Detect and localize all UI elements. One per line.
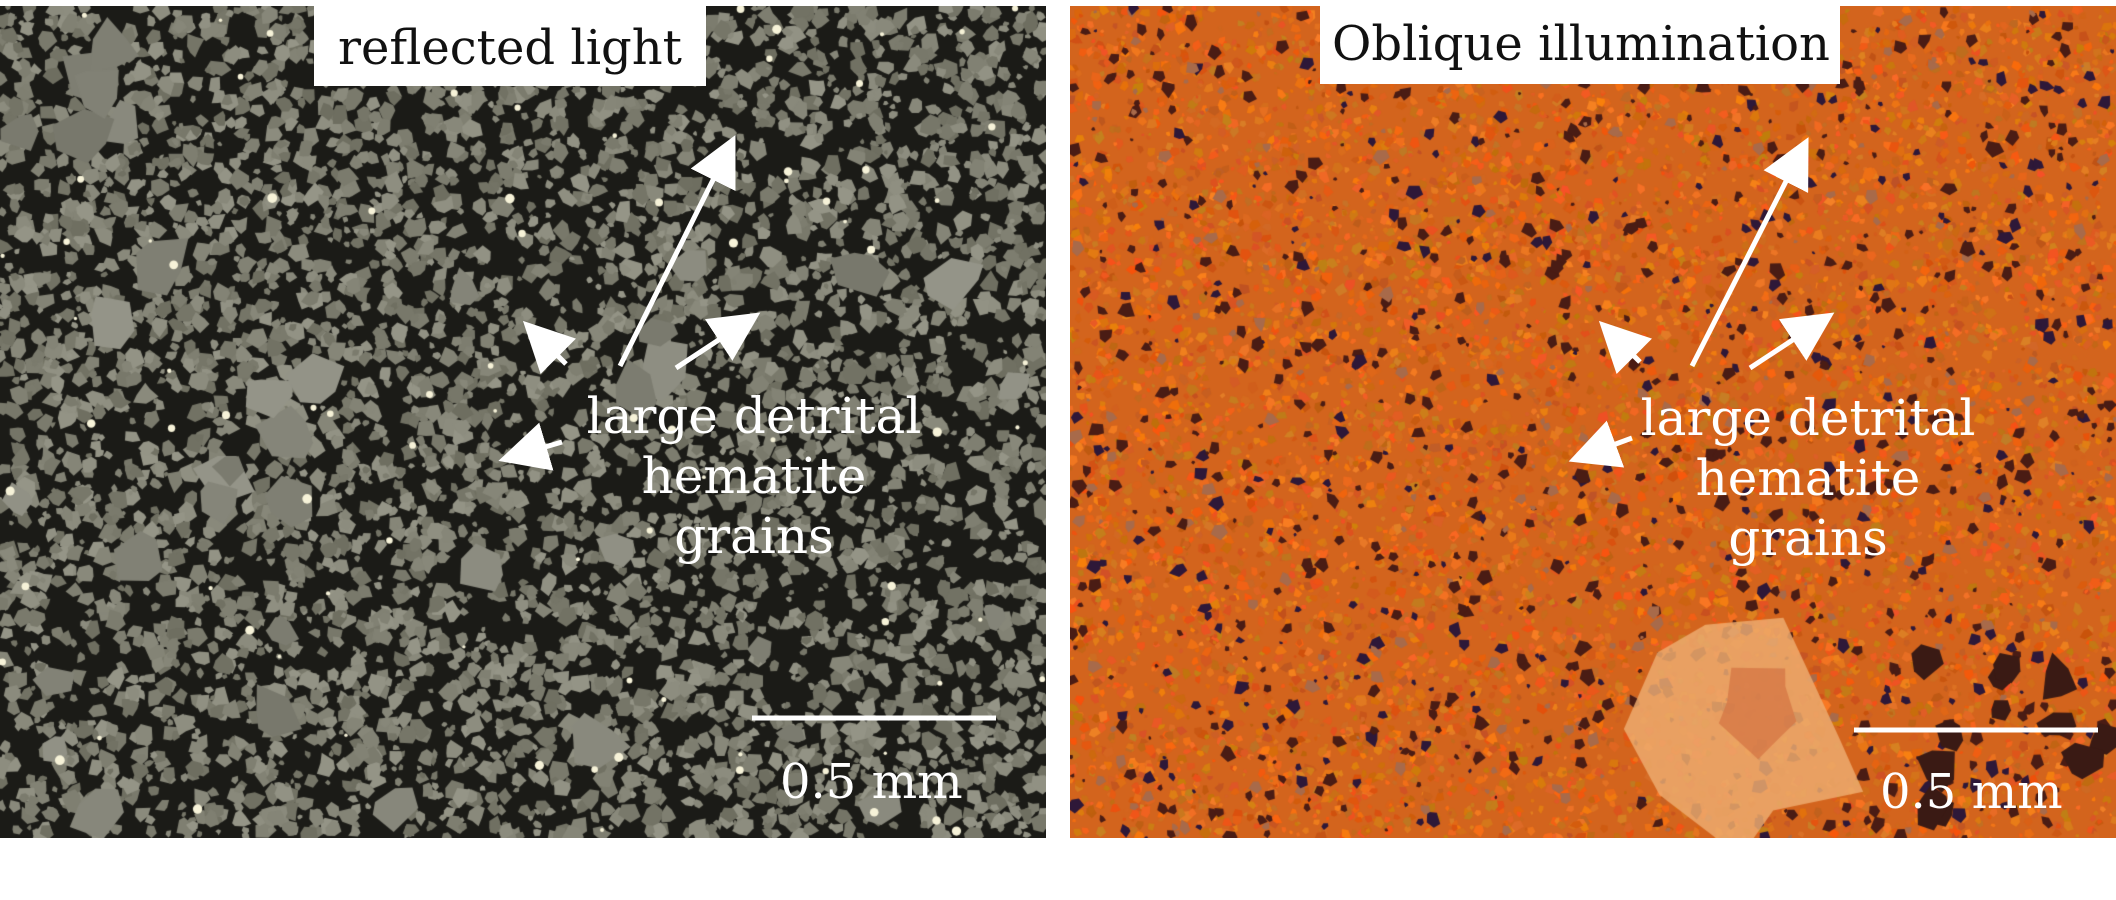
arrow-to-grain-right <box>674 312 761 371</box>
grain-annotation: large detrital hematite grains <box>544 386 964 566</box>
scale-bar-label: 0.5 mm <box>780 754 963 810</box>
annotation-line: grains <box>674 507 834 565</box>
annotation-line: hematite <box>1695 449 1921 507</box>
arrow-to-grain-lower-left <box>498 422 563 471</box>
oblique-illumination-overlay <box>1568 137 2098 733</box>
arrow-to-grain-top <box>617 135 736 368</box>
annotation-line: large detrital <box>586 387 922 445</box>
annotation-line: hematite <box>641 447 867 505</box>
annotation-line: large detrital <box>1640 389 1976 447</box>
oblique-illumination-panel: Oblique illumination large detrital hema… <box>1070 6 2116 838</box>
arrow-to-grain-top <box>1689 137 1809 368</box>
panel-title: reflected light <box>314 6 706 86</box>
arrow-to-grain-right <box>1748 312 1835 371</box>
reflected-light-overlay <box>498 135 996 721</box>
annotation-line: grains <box>1728 509 1888 567</box>
reflected-light-micrograph <box>0 6 1046 838</box>
arrow-to-grain-upper-left <box>1598 320 1652 374</box>
reflected-light-panel: reflected light large detrital hematite … <box>0 6 1046 838</box>
scale-bar-label: 0.5 mm <box>1880 764 2063 820</box>
arrow-to-grain-lower-left <box>1568 420 1633 468</box>
grain-annotation: large detrital hematite grains <box>1598 388 2018 568</box>
panel-title: Oblique illumination <box>1320 6 1840 84</box>
arrow-to-grain-upper-left <box>522 320 576 374</box>
